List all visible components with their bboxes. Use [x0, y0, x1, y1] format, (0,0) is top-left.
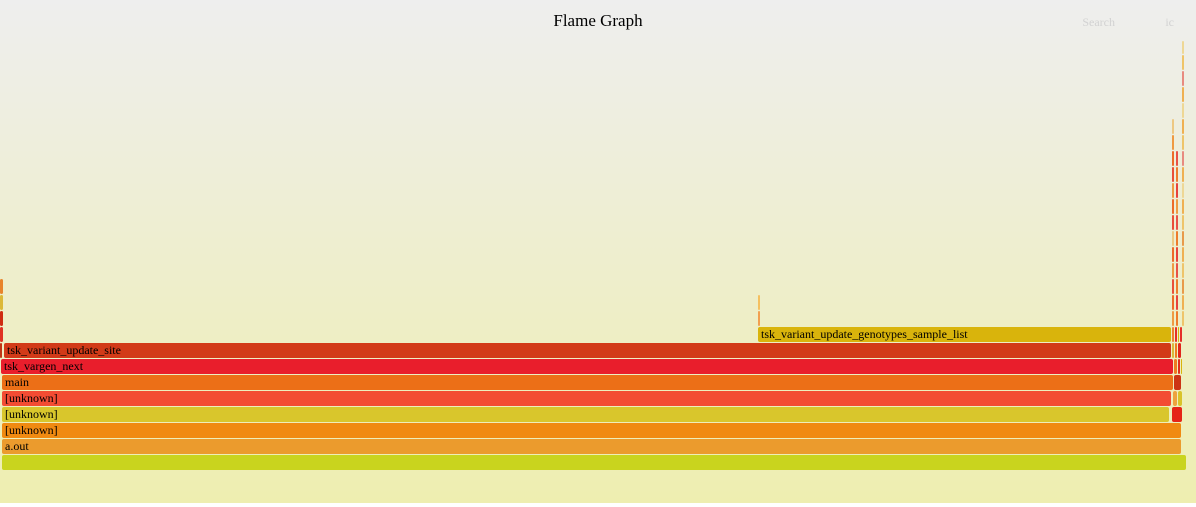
flame-frame[interactable] — [1176, 199, 1178, 214]
flame-frame[interactable] — [1182, 231, 1184, 246]
flame-frame[interactable] — [1182, 215, 1184, 230]
flame-frame[interactable] — [0, 327, 3, 342]
flame-frame[interactable] — [1172, 199, 1174, 214]
flame-frame-[unknown][interactable]: [unknown] — [2, 423, 1181, 438]
flame-frame[interactable] — [1176, 247, 1178, 262]
flame-frame[interactable] — [1180, 327, 1182, 342]
flame-frame[interactable] — [1182, 87, 1184, 102]
search-button[interactable]: Search — [1082, 15, 1115, 29]
ignore-case-button[interactable]: ic — [1165, 15, 1174, 29]
flame-frame[interactable] — [1176, 295, 1178, 310]
flame-frame[interactable] — [1178, 359, 1180, 374]
flame-frame[interactable] — [1176, 151, 1178, 166]
flame-frame[interactable] — [1182, 247, 1184, 262]
flame-frame[interactable] — [1178, 391, 1182, 406]
flame-frame[interactable] — [1182, 71, 1184, 86]
flame-frame-[unknown][interactable]: [unknown] — [2, 407, 1169, 422]
flame-frame[interactable] — [1172, 151, 1174, 166]
flame-frame-[unknown][interactable]: [unknown] — [2, 391, 1171, 406]
page-title: Flame Graph — [553, 11, 643, 30]
flame-frame[interactable] — [1176, 311, 1178, 326]
flame-frame[interactable] — [0, 279, 3, 294]
flame-frame[interactable] — [2, 455, 1186, 470]
flame-frame[interactable] — [1182, 55, 1184, 70]
flame-frame[interactable] — [1172, 327, 1174, 342]
flame-frame[interactable] — [1182, 103, 1184, 118]
flame-frame[interactable] — [1173, 391, 1177, 406]
flame-frame[interactable] — [1178, 343, 1181, 358]
flame-frame[interactable] — [1172, 311, 1174, 326]
flame-frame[interactable] — [1176, 183, 1178, 198]
flame-frame[interactable] — [1172, 407, 1182, 422]
flame-frame[interactable] — [1172, 247, 1174, 262]
flame-frame[interactable] — [1182, 41, 1184, 54]
flame-frame[interactable] — [1174, 375, 1181, 390]
flame-frame[interactable] — [1174, 359, 1177, 374]
flame-frame[interactable] — [1182, 199, 1184, 214]
flame-frame[interactable] — [758, 295, 760, 310]
flame-frame-main[interactable]: main — [2, 375, 1173, 390]
flame-frame[interactable] — [1176, 263, 1178, 278]
flame-frame-tsk_variant_update_site[interactable]: tsk_variant_update_site — [4, 343, 1171, 358]
flame-frame[interactable] — [1172, 343, 1174, 358]
flame-frame[interactable] — [1178, 327, 1179, 342]
flame-frame[interactable] — [1182, 119, 1184, 134]
flame-frame[interactable] — [1182, 295, 1184, 310]
flame-frame[interactable] — [1176, 279, 1178, 294]
flame-frame[interactable] — [758, 311, 760, 326]
flame-frame[interactable] — [1182, 279, 1184, 294]
flame-frame[interactable] — [1182, 183, 1184, 198]
flame-frame[interactable] — [1182, 167, 1184, 182]
flame-frame[interactable] — [1175, 343, 1177, 358]
flame-frame[interactable] — [1176, 167, 1178, 182]
flame-frame-tsk_vargen_next[interactable]: tsk_vargen_next — [1, 359, 1173, 374]
flame-frame[interactable] — [1181, 359, 1182, 374]
flame-frame[interactable] — [0, 343, 2, 358]
flame-frame[interactable] — [1172, 215, 1174, 230]
flame-frame[interactable] — [1182, 263, 1184, 278]
flame-frame[interactable] — [1172, 279, 1174, 294]
flame-frame[interactable] — [1182, 135, 1184, 150]
flame-frame-a.out[interactable]: a.out — [2, 439, 1181, 454]
flame-frame[interactable] — [1176, 215, 1178, 230]
flame-frame[interactable] — [1172, 167, 1174, 182]
flame-frame[interactable] — [0, 311, 3, 326]
flame-frame[interactable] — [1172, 263, 1174, 278]
flame-frame[interactable] — [1172, 119, 1174, 134]
flame-frame[interactable] — [1172, 183, 1174, 198]
flame-frame[interactable] — [0, 295, 3, 310]
flame-frame[interactable] — [1182, 311, 1184, 326]
flame-frame[interactable] — [1176, 231, 1178, 246]
flame-frame-tsk_variant_update_genotypes_sample_list[interactable]: tsk_variant_update_genotypes_sample_list — [758, 327, 1171, 342]
flame-frame[interactable] — [1182, 151, 1184, 166]
flame-frame[interactable] — [1172, 231, 1174, 246]
flame-frame[interactable] — [1175, 327, 1177, 342]
flame-frame[interactable] — [1172, 135, 1174, 150]
flame-frame[interactable] — [1172, 295, 1174, 310]
